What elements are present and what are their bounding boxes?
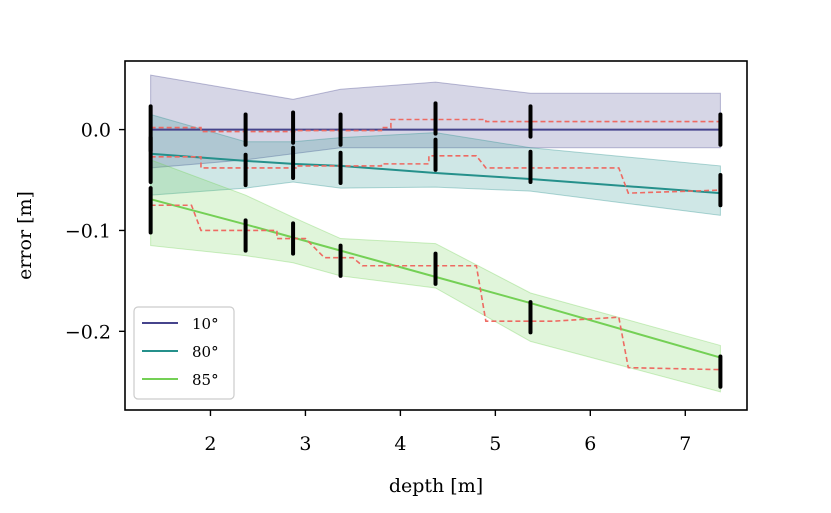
x-tick-label-4: 4	[394, 433, 406, 455]
legend-box	[133, 306, 235, 400]
measured-step-lines	[150, 118, 721, 371]
measured-line-2	[150, 204, 721, 371]
measured-line-1	[150, 155, 721, 194]
y-tick-label-1: −0.1	[65, 220, 111, 242]
y-axis-label: error [m]	[14, 191, 36, 280]
x-axis-ticks: 2 3 4 5 6 7	[204, 410, 691, 455]
x-tick-label-2: 2	[204, 433, 216, 455]
plot-frame	[124, 60, 748, 411]
y-axis-ticks: 0.0 −0.1 −0.2	[65, 120, 125, 343]
y-tick-label-2: −0.2	[65, 321, 111, 343]
x-tick-label-3: 3	[299, 433, 311, 455]
sample-points	[148, 101, 723, 389]
x-tick-label-5: 5	[489, 433, 501, 455]
legend-label-2: 85°	[192, 371, 219, 389]
y-tick-label-0: 0.0	[81, 120, 111, 142]
x-axis-label: depth [m]	[389, 475, 483, 497]
x-tick-label-7: 7	[679, 433, 691, 455]
legend-label-1: 80°	[192, 343, 219, 361]
legend: 10° 80° 85°	[133, 306, 235, 400]
x-tick-label-6: 6	[584, 433, 596, 455]
legend-label-0: 10°	[192, 315, 219, 333]
